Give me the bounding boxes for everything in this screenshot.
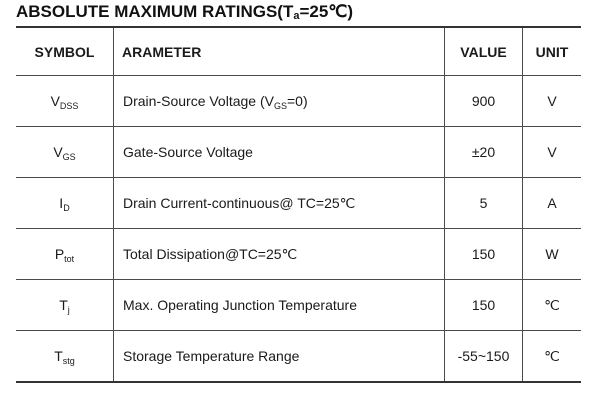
table-row: Tj Max. Operating Junction Temperature 1… [16,279,581,331]
parameter-cell: Drain Current-continuous@ TC=25℃ [113,177,445,229]
unit-cell: V [522,126,581,178]
parameter-cell: Total Dissipation@TC=25℃ [113,228,445,280]
parameter-text-suffix: =0) [286,93,308,109]
symbol-subscript: DSS [59,101,79,111]
symbol-main: T [59,297,68,313]
parameter-subscript: GS [273,101,287,111]
symbol-subscript: GS [62,152,76,162]
symbol-main: V [50,93,60,109]
parameter-cell: Drain-Source Voltage (VGS=0) [113,75,445,127]
unit-cell: V [522,75,581,127]
header-parameter: ARAMETER [113,26,445,76]
header-symbol: SYMBOL [16,26,114,76]
value-cell: ±20 [444,126,523,178]
table-row: Tstg Storage Temperature Range -55~150 ℃ [16,330,581,383]
value-cell: 900 [444,75,523,127]
symbol-cell: Tstg [16,330,114,383]
section-heading: ABSOLUTE MAXIMUM RATINGS(Ta=25℃) [16,2,353,22]
heading-subscript: a [293,10,300,22]
table-row: ID Drain Current-continuous@ TC=25℃ 5 A [16,177,581,229]
parameter-text: Drain-Source Voltage (V [123,93,274,109]
symbol-subscript: tot [64,254,75,264]
symbol-subscript: stg [62,356,75,366]
heading-text-suffix: =25℃) [299,2,354,21]
symbol-cell: VDSS [16,75,114,127]
header-value: VALUE [444,26,523,76]
value-cell: 150 [444,279,523,331]
ratings-table: SYMBOL ARAMETER VALUE UNIT VDSS Drain-So… [16,26,581,383]
symbol-main: T [54,348,63,364]
table-row: VGS Gate-Source Voltage ±20 V [16,126,581,178]
symbol-main: I [59,195,64,211]
symbol-cell: Tj [16,279,114,331]
value-cell: 150 [444,228,523,280]
heading-text: ABSOLUTE MAXIMUM RATINGS(T [16,2,294,21]
symbol-main: V [53,144,63,160]
parameter-cell: Gate-Source Voltage [113,126,445,178]
header-unit: UNIT [522,26,581,76]
symbol-cell: Ptot [16,228,114,280]
symbol-main: P [54,246,65,262]
unit-cell: ℃ [522,279,581,331]
table-row: Ptot Total Dissipation@TC=25℃ 150 W [16,228,581,280]
unit-cell: A [522,177,581,229]
value-cell: 5 [444,177,523,229]
unit-cell: W [522,228,581,280]
table-header-row: SYMBOL ARAMETER VALUE UNIT [16,26,581,76]
symbol-cell: ID [16,177,114,229]
symbol-cell: VGS [16,126,114,178]
table-row: VDSS Drain-Source Voltage (VGS=0) 900 V [16,75,581,127]
symbol-subscript: j [67,305,70,315]
value-cell: -55~150 [444,330,523,383]
parameter-cell: Storage Temperature Range [113,330,445,383]
unit-cell: ℃ [522,330,581,383]
parameter-cell: Max. Operating Junction Temperature [113,279,445,331]
symbol-subscript: D [63,203,70,213]
